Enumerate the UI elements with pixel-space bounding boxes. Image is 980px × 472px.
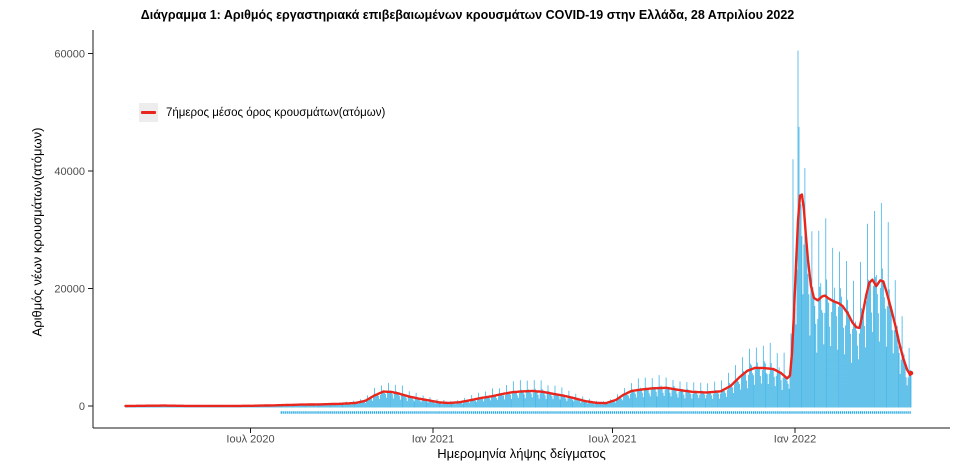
legend: 7ήμερος μέσος όρος κρουσμάτων(ατόμων) (139, 103, 385, 122)
legend-key (139, 103, 158, 122)
legend-label: 7ήμερος μέσος όρος κρουσμάτων(ατόμων) (166, 106, 386, 119)
x-tick-label: Ιαν 2022 (774, 434, 816, 446)
y-axis-title: Αριθμός νέων κρουσμάτων(ατόμων) (29, 127, 45, 337)
x-tick-label: Ιουλ 2020 (226, 434, 274, 446)
seven-day-average-line (124, 193, 913, 408)
series-end-dot (908, 370, 914, 376)
y-tick-label: 60000 (54, 48, 85, 60)
chart-title: Διάγραμμα 1: Αριθμός εργαστηριακά επιβεβ… (140, 8, 795, 22)
y-tick-label: 40000 (54, 166, 85, 178)
x-tick-label: Ιαν 2021 (412, 434, 454, 446)
x-tick-label: Ιουλ 2021 (588, 434, 636, 446)
red-line-icon (141, 111, 156, 114)
y-tick-label: 0 (79, 401, 85, 413)
sample-date-rug (280, 411, 911, 414)
x-axis-title: Ημερομηνία λήψης δείγματος (437, 446, 606, 461)
y-tick-label: 20000 (54, 283, 85, 295)
